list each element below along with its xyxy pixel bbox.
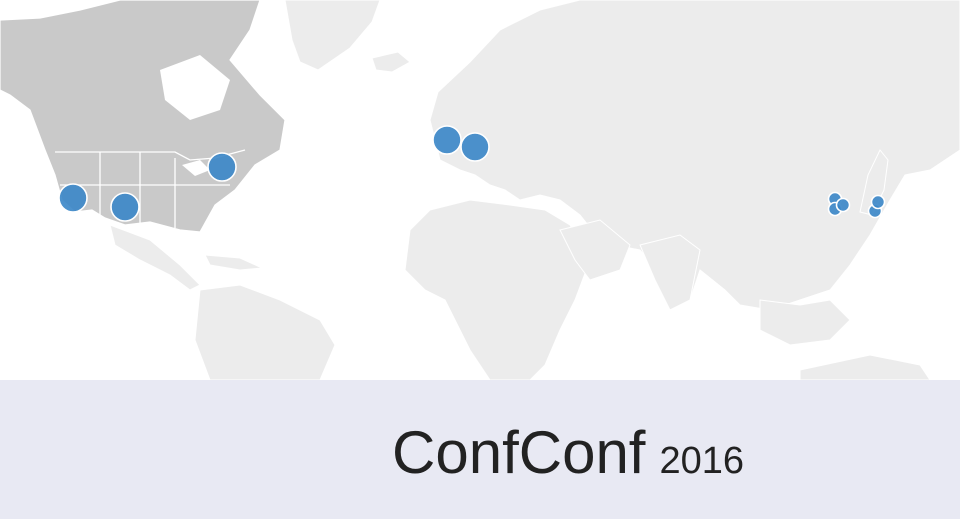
india-land [639,234,701,311]
us-west-marker[interactable] [58,183,88,213]
conference-name: ConfConf [392,419,646,486]
us-south-marker[interactable] [110,192,140,222]
europe-marker[interactable] [460,132,490,162]
conference-markers [58,125,886,222]
uk-marker[interactable] [432,125,462,155]
central-america-land [109,224,201,291]
iceland-land [371,51,411,73]
caribbean-land [204,254,264,271]
arabia-land [559,219,631,281]
title-banner [0,380,960,519]
great-lakes [182,160,210,176]
state-lines [60,152,230,228]
africa-land [404,199,591,380]
australia-land [799,354,931,380]
north-america-highlight [0,0,286,233]
se-asia-land [759,299,851,346]
greenland-land [284,0,381,71]
us-east-marker[interactable] [207,152,237,182]
conference-year: 2016 [659,440,745,482]
page-title: ConfConf 2016 [392,418,744,487]
south-america-land [194,284,336,380]
eurasia-land [429,0,960,311]
japan-land [859,149,889,216]
japan-5-marker[interactable] [870,194,886,210]
japan-3-marker[interactable] [835,197,851,213]
hudson-bay [160,55,230,120]
world-map [0,0,960,380]
